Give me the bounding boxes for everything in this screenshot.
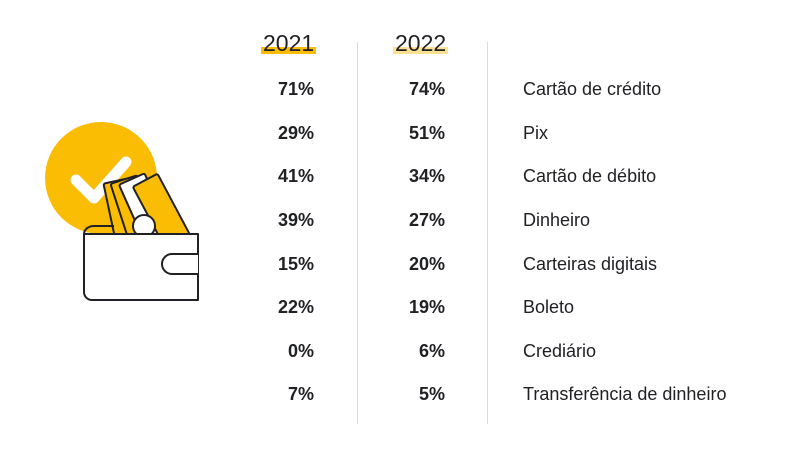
value-2022: 34% [408, 166, 445, 187]
year-header-2021: 2021 [261, 30, 317, 56]
table-row: 0% 6% Crediário [220, 330, 726, 374]
payment-method-label: Carteiras digitais [523, 253, 658, 274]
table-row: 41% 34% Cartão de débito [220, 155, 726, 199]
table-row: 7% 5% Transferência de dinheiro [220, 373, 726, 417]
year-header-2022: 2022 [393, 30, 449, 56]
value-2021: 0% [287, 340, 314, 361]
value-2022: 20% [408, 253, 445, 274]
table-row: 71% 74% Cartão de crédito [220, 68, 726, 112]
value-2022: 74% [408, 79, 445, 100]
payment-methods-table: 71% 74% Cartão de crédito 29% 51% Pix 41% 34% Ca… [220, 68, 726, 417]
value-2021: 39% [277, 210, 314, 231]
value-2021: 71% [277, 79, 314, 100]
wallet-clasp [161, 253, 198, 275]
table-row: 22% 19% Boleto [220, 286, 726, 330]
column-divider [487, 42, 488, 424]
table-row: 15% 20% Carteiras digitais [220, 242, 726, 286]
value-2022: 6% [418, 340, 445, 361]
payment-method-label: Cartão de crédito [523, 79, 662, 100]
value-2022: 27% [408, 210, 445, 231]
wallet-body [83, 233, 199, 301]
value-2021: 7% [287, 384, 314, 405]
column-divider [357, 42, 358, 424]
value-2021: 29% [277, 122, 314, 143]
value-2021: 15% [277, 253, 314, 274]
check-icon [70, 156, 132, 204]
table-row: 29% 51% Pix [220, 112, 726, 156]
table-row: 39% 27% Dinheiro [220, 199, 726, 243]
value-2022: 51% [408, 122, 445, 143]
value-2021: 41% [277, 166, 314, 187]
payment-method-label: Boleto [523, 297, 575, 318]
wallet-with-money-and-check-icon [45, 122, 199, 301]
payment-method-label: Crediário [523, 340, 597, 361]
value-2021: 22% [277, 297, 314, 318]
value-2022: 5% [418, 384, 445, 405]
value-2022: 19% [408, 297, 445, 318]
payment-method-label: Cartão de débito [523, 166, 657, 187]
payment-method-label: Pix [523, 122, 549, 143]
payment-method-label: Dinheiro [523, 210, 591, 231]
payment-method-label: Transferência de dinheiro [523, 384, 727, 405]
